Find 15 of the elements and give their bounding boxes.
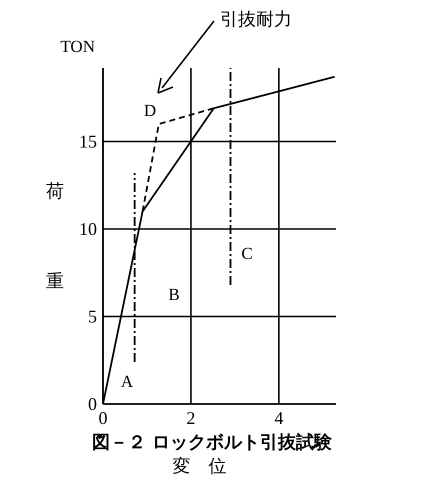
x-axis-title: 変 位	[172, 456, 226, 476]
text: TON	[60, 37, 95, 56]
annotation: D	[144, 101, 156, 120]
text: 引抜耐力	[220, 9, 292, 30]
y-tick-label: 0	[88, 394, 97, 414]
annotation: A	[120, 372, 134, 391]
y-axis-title: 荷 重	[45, 167, 65, 292]
x-tick-label: 2	[186, 408, 196, 428]
annotation: B	[168, 285, 180, 304]
text: 図－２ ロックボルト引抜試験	[92, 432, 334, 453]
y-tick-label: 5	[88, 306, 97, 326]
y-tick-label: 15	[79, 132, 97, 152]
annotation: C	[241, 244, 253, 263]
x-tick-label: 4	[274, 408, 284, 428]
y-tick-label: 10	[79, 219, 97, 239]
